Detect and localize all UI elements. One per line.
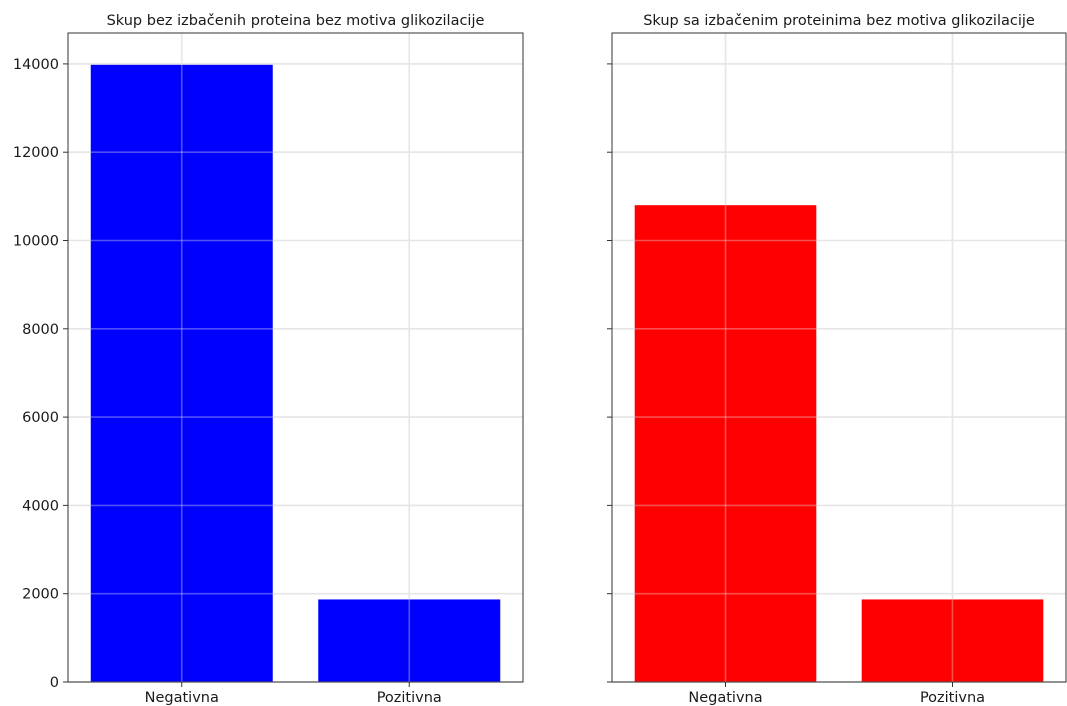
x-tick-label: Negativna bbox=[145, 690, 219, 706]
y-tick-label: 8000 bbox=[22, 322, 59, 338]
y-tick-label: 12000 bbox=[13, 145, 59, 161]
y-tick-label: 0 bbox=[50, 675, 59, 691]
bar-negativna bbox=[634, 205, 817, 683]
axes-frame bbox=[611, 32, 1067, 683]
y-tick-label: 14000 bbox=[13, 57, 59, 73]
y-tick-label: 6000 bbox=[22, 410, 59, 426]
y-tick-label: 10000 bbox=[13, 234, 59, 250]
axes-frame bbox=[67, 32, 524, 683]
chart-title: Skup sa izbačenim proteinima bez motiva … bbox=[643, 13, 1035, 29]
bar-pozitivna bbox=[861, 599, 1044, 682]
y-tick-label: 2000 bbox=[22, 587, 59, 603]
x-tick-label: Pozitivna bbox=[920, 690, 985, 706]
x-tick-label: Pozitivna bbox=[377, 690, 442, 706]
y-tick-label: 4000 bbox=[22, 498, 59, 514]
chart-title: Skup bez izbačenih proteina bez motiva g… bbox=[107, 13, 485, 29]
x-tick-label: Negativna bbox=[688, 690, 762, 706]
bar-pozitivna bbox=[318, 599, 501, 682]
bar-negativna bbox=[90, 64, 273, 682]
